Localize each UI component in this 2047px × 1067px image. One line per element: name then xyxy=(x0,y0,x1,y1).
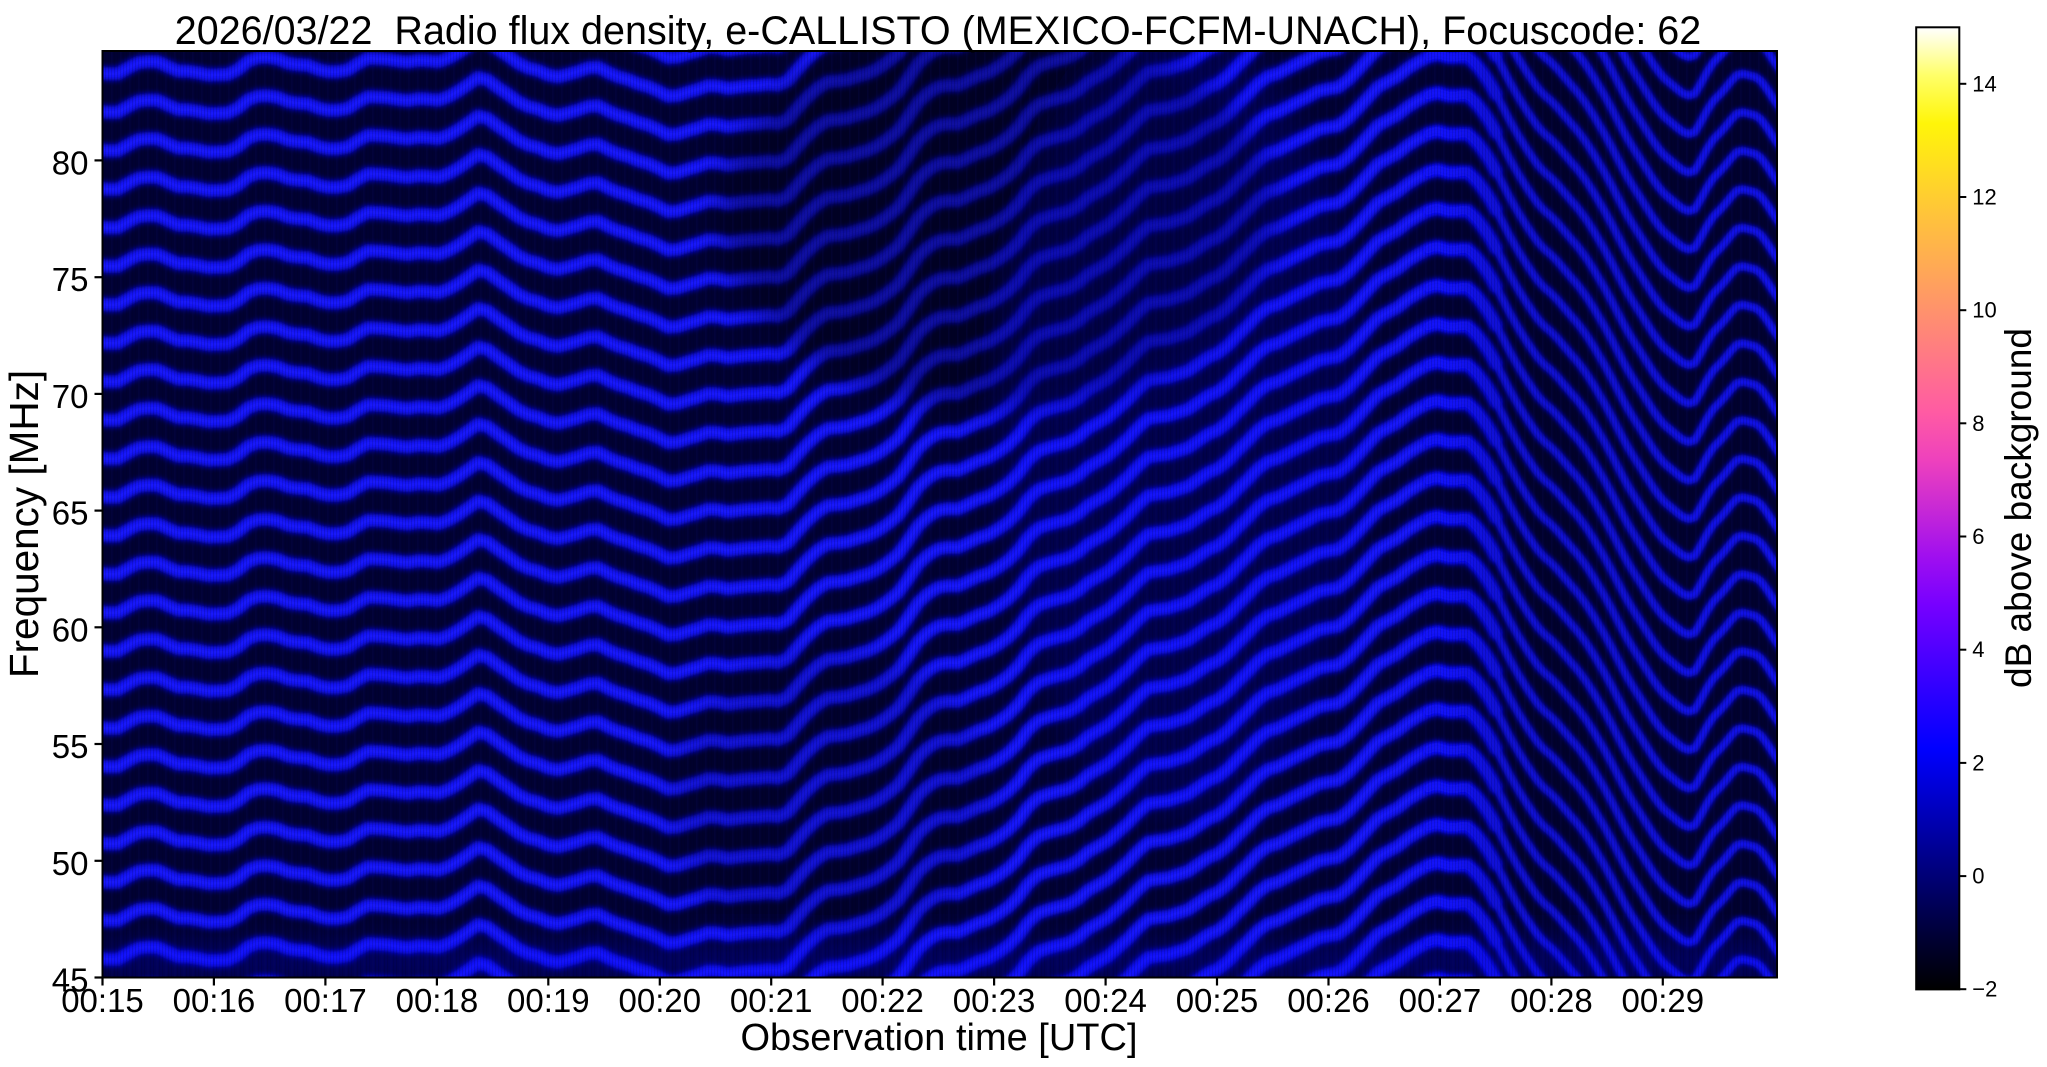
svg-text:65: 65 xyxy=(52,495,89,532)
svg-text:14: 14 xyxy=(1972,71,1996,96)
svg-text:00:29: 00:29 xyxy=(1622,982,1705,1019)
svg-text:10: 10 xyxy=(1972,298,1996,323)
svg-text:00:18: 00:18 xyxy=(396,982,479,1019)
svg-text:00:21: 00:21 xyxy=(730,982,813,1019)
svg-text:75: 75 xyxy=(52,261,89,298)
svg-text:70: 70 xyxy=(52,378,89,415)
svg-text:−2: −2 xyxy=(1972,977,1997,1002)
svg-text:Frequency [MHz]: Frequency [MHz] xyxy=(1,370,47,678)
svg-text:2026/03/22 Radio flux density: 2026/03/22 Radio flux density, e-CALLIST… xyxy=(175,9,1701,53)
svg-text:00:27: 00:27 xyxy=(1399,982,1482,1019)
svg-text:00:24: 00:24 xyxy=(1064,982,1147,1019)
svg-text:45: 45 xyxy=(52,962,89,999)
svg-text:00:15: 00:15 xyxy=(61,982,144,1019)
svg-text:00:25: 00:25 xyxy=(1176,982,1259,1019)
svg-text:4: 4 xyxy=(1972,637,1984,662)
svg-text:8: 8 xyxy=(1972,411,1984,436)
svg-text:00:22: 00:22 xyxy=(841,982,924,1019)
svg-text:dB above background: dB above background xyxy=(1998,328,2039,688)
svg-text:00:23: 00:23 xyxy=(953,982,1036,1019)
svg-text:00:20: 00:20 xyxy=(619,982,702,1019)
svg-text:50: 50 xyxy=(52,845,89,882)
svg-text:2: 2 xyxy=(1972,750,1984,775)
svg-text:00:26: 00:26 xyxy=(1287,982,1370,1019)
svg-text:12: 12 xyxy=(1972,185,1996,210)
svg-text:00:19: 00:19 xyxy=(507,982,590,1019)
svg-text:Observation time [UTC]: Observation time [UTC] xyxy=(741,1017,1138,1059)
svg-text:60: 60 xyxy=(52,611,89,648)
svg-text:6: 6 xyxy=(1972,524,1984,549)
svg-text:55: 55 xyxy=(52,728,89,765)
svg-text:00:28: 00:28 xyxy=(1510,982,1593,1019)
svg-text:00:17: 00:17 xyxy=(284,982,367,1019)
svg-text:80: 80 xyxy=(52,144,89,181)
svg-text:00:16: 00:16 xyxy=(173,982,256,1019)
svg-text:0: 0 xyxy=(1972,864,1984,889)
